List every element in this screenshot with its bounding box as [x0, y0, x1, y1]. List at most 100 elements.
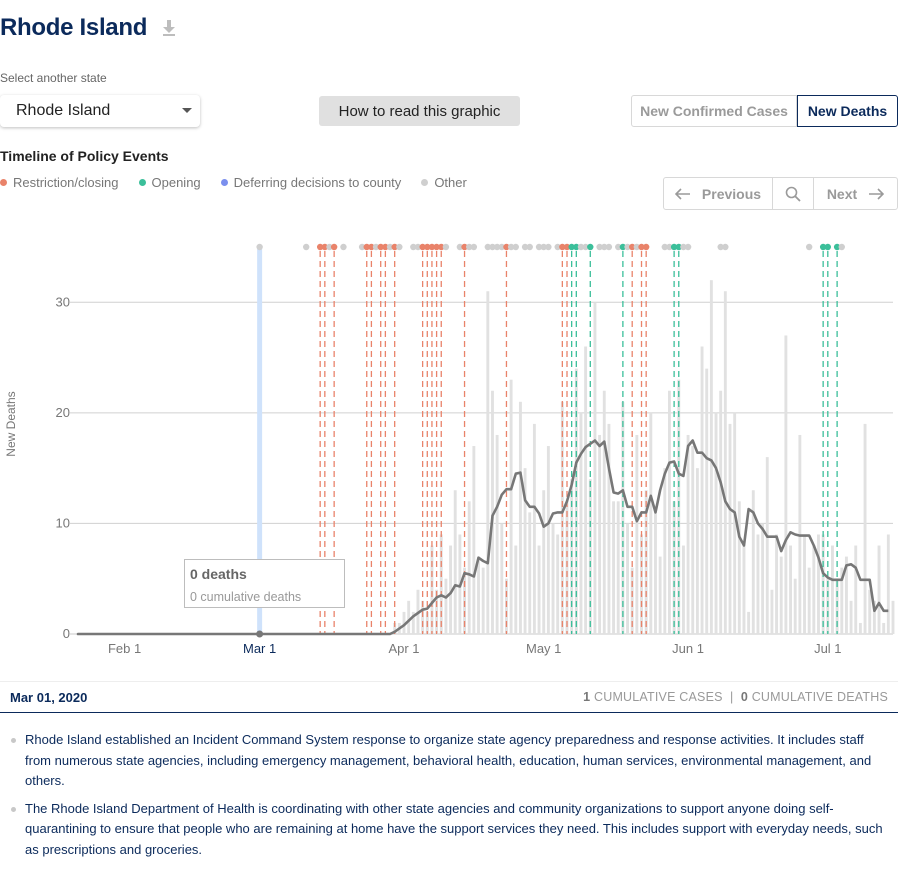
bar — [742, 545, 746, 634]
previous-button[interactable]: Previous — [664, 178, 773, 209]
bar — [495, 434, 499, 634]
bar — [430, 545, 434, 634]
policy-event-dot — [382, 243, 389, 251]
legend-dot-restriction — [0, 179, 7, 186]
bar — [612, 501, 616, 634]
policy-event-dot — [419, 243, 426, 251]
how-to-read-button[interactable]: How to read this graphic — [319, 96, 520, 126]
legend-label: Deferring decisions to county — [233, 175, 402, 190]
next-button[interactable]: Next — [814, 178, 897, 209]
policy-event-dot — [545, 243, 552, 251]
bar — [407, 600, 411, 634]
bar — [761, 523, 765, 634]
bar — [756, 534, 760, 634]
policy-event-dot — [256, 243, 263, 251]
timeline-title: Timeline of Policy Events — [0, 148, 169, 164]
stats-separator: | — [730, 690, 734, 704]
bar — [700, 346, 704, 634]
policy-event-dot — [638, 243, 645, 251]
policy-event-dot — [391, 243, 398, 251]
axis-ticks: Feb 1 Mar 1 Apr 1 May 1 Jun 1 Jul 1 — [108, 641, 842, 656]
bar — [491, 390, 494, 634]
x-tick-label: Jul 1 — [814, 641, 841, 656]
y-axis-label: New Deaths — [4, 391, 18, 456]
legend-dot-deferring — [220, 179, 228, 186]
y-tick-label: 0 — [63, 626, 70, 641]
policy-event-dot — [493, 243, 501, 251]
state-select-label: Select another state — [0, 71, 107, 85]
legend: Restriction/closing Opening Deferring de… — [0, 175, 487, 190]
bar — [886, 534, 890, 634]
deaths-chart[interactable]: 0 10 20 30 Feb 1 Mar 1 Apr 1 May 1 Jun 1 Jul 1 N… — [0, 232, 898, 672]
policy-event-dot — [321, 243, 329, 251]
bar — [630, 567, 634, 634]
bar — [882, 622, 886, 634]
state-select[interactable]: Rhode Island — [0, 95, 200, 127]
bar — [691, 446, 695, 634]
bar — [831, 545, 834, 634]
bar — [807, 567, 811, 634]
bar — [840, 567, 844, 634]
policy-event-dot — [521, 243, 529, 251]
cumulative-deaths-value: 0 — [740, 690, 749, 704]
policy-event-dot — [372, 243, 380, 251]
bar — [695, 468, 699, 634]
bar — [668, 390, 671, 634]
policy-event-dot — [512, 243, 519, 251]
bar — [658, 556, 662, 634]
bar — [872, 600, 876, 634]
policy-event-dot — [629, 243, 636, 251]
cumulative-deaths-label: CUMULATIVE DEATHS — [751, 690, 888, 704]
policy-note-text: The Rhode Island Department of Health is… — [25, 800, 883, 857]
tab-new-deaths[interactable]: New Deaths — [797, 95, 898, 127]
policy-event-dot — [303, 243, 310, 251]
bar — [747, 611, 751, 634]
bar — [723, 291, 727, 634]
policy-event-dot — [670, 243, 678, 251]
policy-event-dot — [484, 243, 492, 251]
bar — [616, 501, 620, 634]
trend-line — [76, 439, 889, 638]
legend-item-opening: Opening — [138, 175, 201, 190]
bar — [551, 523, 555, 634]
y-tick-label: 30 — [56, 294, 70, 309]
bar — [546, 446, 550, 634]
bar — [858, 622, 862, 634]
policy-event-dot — [722, 243, 729, 251]
state-select-value: Rhode Island — [16, 102, 111, 119]
search-button[interactable] — [773, 178, 814, 209]
selected-date-band — [257, 247, 263, 634]
policy-event-dot — [438, 243, 445, 251]
bar — [467, 501, 471, 634]
search-icon — [785, 186, 801, 202]
policy-event-dot — [489, 243, 496, 251]
policy-event-dot — [470, 243, 478, 251]
bar — [775, 534, 779, 634]
bar — [421, 600, 425, 634]
bar — [607, 423, 611, 634]
policy-event-dot — [316, 243, 324, 251]
bar — [556, 534, 560, 634]
policy-event-dot — [330, 243, 338, 251]
policy-event-dot — [717, 243, 724, 251]
bar — [803, 534, 806, 634]
arrow-right-icon — [869, 187, 885, 200]
tab-new-confirmed-cases[interactable]: New Confirmed Cases — [631, 95, 797, 127]
bar — [453, 490, 457, 634]
y-tick-label: 10 — [56, 515, 70, 530]
bar — [863, 423, 867, 634]
policy-event-dot — [805, 243, 813, 251]
bar — [402, 611, 406, 634]
download-icon[interactable] — [161, 19, 177, 37]
bar — [793, 578, 797, 634]
legend-dot-other — [421, 179, 429, 186]
x-tick-label: Apr 1 — [388, 641, 419, 656]
legend-item-deferring: Deferring decisions to county — [220, 175, 402, 190]
bullet-icon — [11, 738, 16, 743]
title-row: Rhode Island — [0, 14, 177, 42]
x-tick-label: May 1 — [526, 641, 561, 656]
policy-event-dot — [601, 243, 608, 251]
bar — [654, 512, 657, 634]
bullet-icon — [11, 806, 16, 812]
bar — [649, 412, 653, 634]
